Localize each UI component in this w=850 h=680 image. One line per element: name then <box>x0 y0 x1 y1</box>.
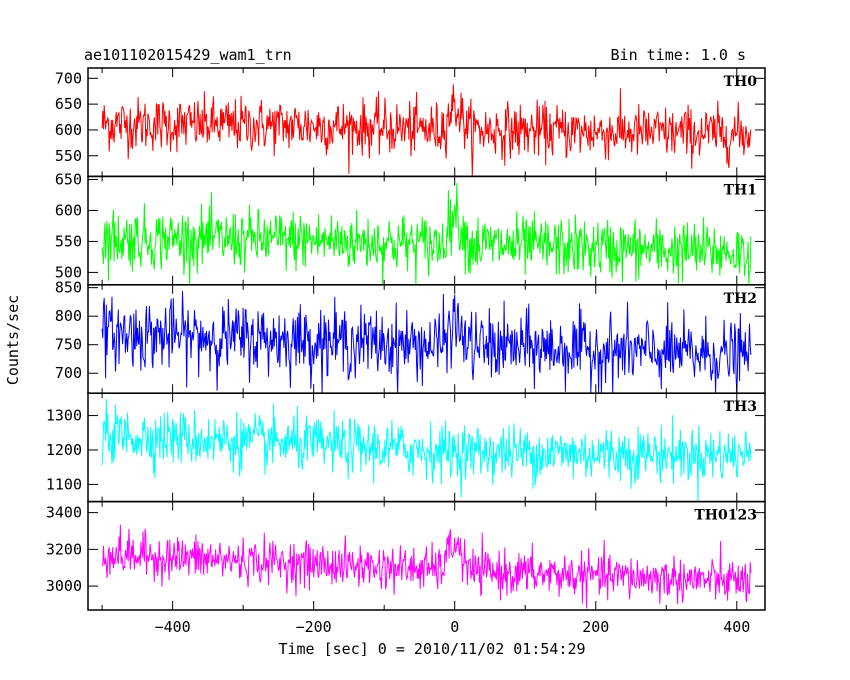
y-tick-label: 750 <box>55 336 82 354</box>
panels-group: 550 600 650 700 TH0 500 550 600 650 TH1 700 750 800 8… <box>46 67 766 636</box>
y-tick-label: 700 <box>55 69 82 87</box>
panel-frame-th2 <box>87 284 766 394</box>
y-tick-label: 600 <box>55 201 82 219</box>
y-tick-label: 3400 <box>46 504 82 522</box>
y-tick-label: 600 <box>55 121 82 139</box>
y-axis-label: Counts/sec <box>4 295 22 385</box>
y-tick-label: 1200 <box>46 441 82 459</box>
y-tick-label: 500 <box>55 263 82 281</box>
panel-label-th3: TH3 <box>724 399 757 415</box>
x-tick-label: 400 <box>723 618 750 636</box>
panel-label-th0: TH0 <box>724 74 758 90</box>
series-line-th0 <box>101 84 752 176</box>
bin-time-label: Bin time: 1.0 s <box>611 46 746 64</box>
panel-frame-th0 <box>87 67 766 178</box>
series-line-th1 <box>101 183 752 285</box>
y-tick-label: 700 <box>55 364 82 382</box>
series-line-th3 <box>101 398 752 502</box>
chart-title: ae101102015429_wam1_trn <box>84 46 292 64</box>
y-tick-label: 550 <box>55 147 82 165</box>
y-tick-label: 650 <box>55 170 82 188</box>
series-line-th2 <box>101 290 752 394</box>
y-tick-label: 1100 <box>46 475 82 493</box>
panel-label-th1: TH1 <box>724 182 757 198</box>
x-tick-label: −200 <box>296 618 332 636</box>
y-tick-label: 650 <box>55 95 82 113</box>
x-tick-label: 200 <box>582 618 609 636</box>
x-tick-label: −400 <box>155 618 191 636</box>
y-tick-label: 3200 <box>46 540 82 558</box>
y-tick-label: 800 <box>55 307 82 325</box>
panel-frame-th0123 <box>87 500 766 611</box>
series-line-th0123 <box>101 524 752 609</box>
y-tick-label: 850 <box>55 279 82 297</box>
y-tick-label: 3000 <box>46 577 82 595</box>
x-axis-label: Time [sec] 0 = 2010/11/02 01:54:29 <box>278 640 585 658</box>
x-tick-label: 0 <box>450 618 459 636</box>
panel-label-th2: TH2 <box>724 291 757 307</box>
y-tick-label: 550 <box>55 232 82 250</box>
panel-label-th0123: TH0123 <box>694 508 757 524</box>
y-tick-label: 1300 <box>46 407 82 425</box>
